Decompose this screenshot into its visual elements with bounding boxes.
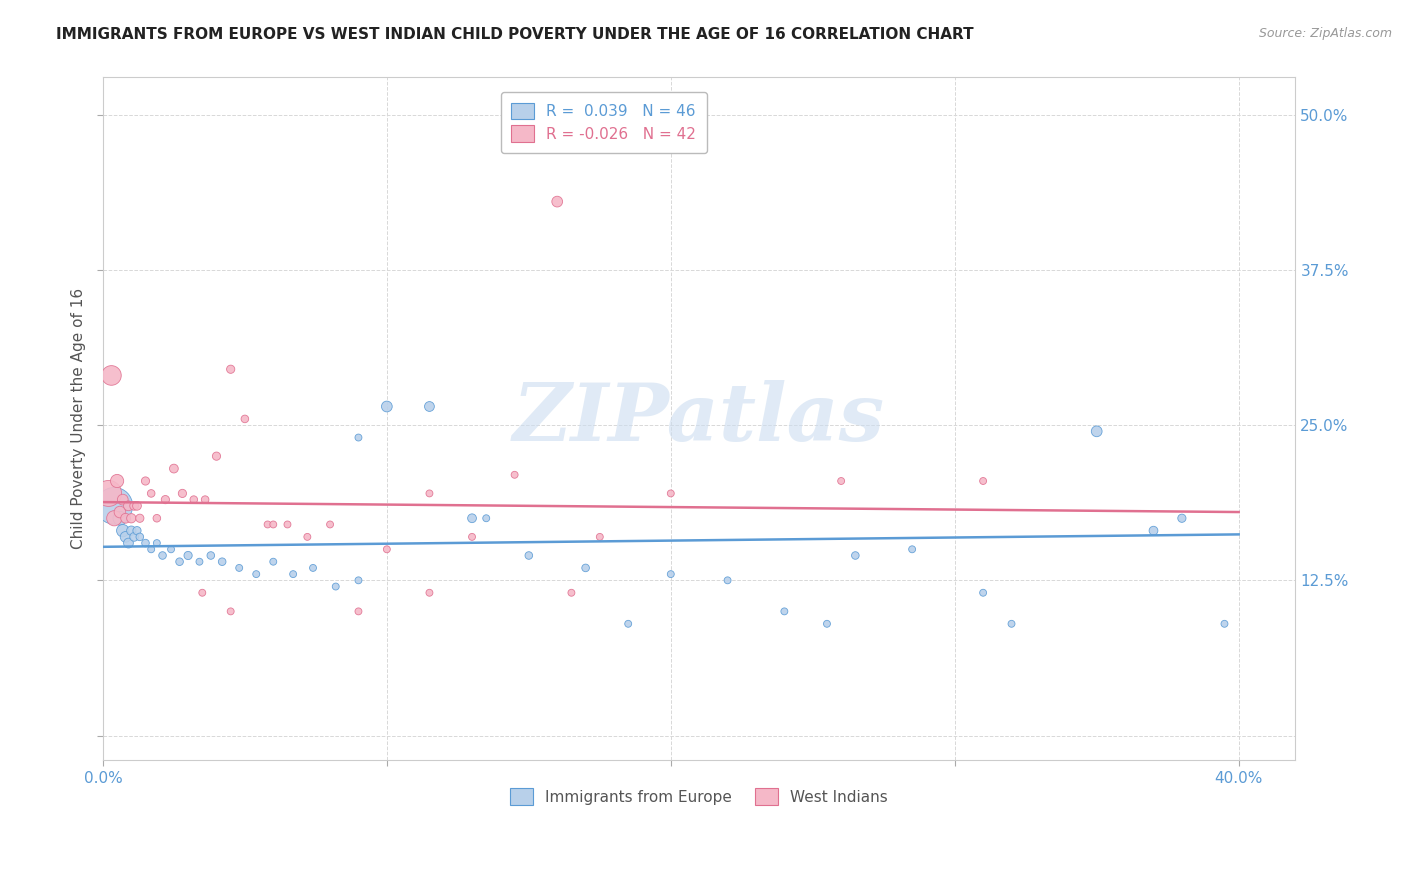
Point: [177, 549, 200, 563]
Point: [262, 517, 284, 532]
Point: [461, 530, 484, 544]
Point: [325, 580, 347, 594]
Point: [108, 505, 131, 519]
Point: [1171, 511, 1194, 525]
Point: [141, 542, 163, 557]
Point: [262, 555, 284, 569]
Text: Source: ZipAtlas.com: Source: ZipAtlas.com: [1258, 27, 1392, 40]
Point: [152, 549, 174, 563]
Point: [716, 574, 738, 588]
Point: [560, 586, 582, 600]
Point: [972, 474, 994, 488]
Point: [418, 400, 440, 414]
Point: [134, 474, 156, 488]
Text: IMMIGRANTS FROM EUROPE VS WEST INDIAN CHILD POVERTY UNDER THE AGE OF 16 CORRELAT: IMMIGRANTS FROM EUROPE VS WEST INDIAN CH…: [56, 27, 974, 42]
Point: [276, 517, 298, 532]
Point: [141, 486, 163, 500]
Point: [972, 586, 994, 600]
Point: [108, 511, 131, 525]
Point: [125, 499, 148, 513]
Point: [128, 530, 150, 544]
Point: [815, 616, 838, 631]
Point: [233, 412, 256, 426]
Point: [347, 431, 370, 445]
Point: [172, 486, 194, 500]
Point: [659, 486, 682, 500]
Point: [503, 467, 526, 482]
Point: [256, 517, 278, 532]
Point: [191, 586, 214, 600]
Point: [517, 549, 540, 563]
Point: [103, 499, 125, 513]
Point: [117, 536, 139, 550]
Point: [120, 524, 142, 538]
Point: [205, 449, 228, 463]
Point: [302, 561, 325, 575]
Point: [120, 511, 142, 525]
Point: [347, 574, 370, 588]
Point: [200, 549, 222, 563]
Point: [194, 492, 217, 507]
Point: [830, 474, 852, 488]
Point: [100, 368, 122, 383]
Point: [211, 555, 233, 569]
Point: [375, 400, 398, 414]
Point: [773, 604, 796, 618]
Point: [146, 511, 169, 525]
Point: [103, 511, 125, 525]
Point: [475, 511, 498, 525]
Legend: Immigrants from Europe, West Indians: Immigrants from Europe, West Indians: [501, 780, 897, 814]
Point: [844, 549, 866, 563]
Point: [281, 567, 304, 582]
Point: [183, 492, 205, 507]
Point: [114, 530, 136, 544]
Point: [375, 542, 398, 557]
Point: [163, 461, 186, 475]
Point: [105, 474, 128, 488]
Point: [134, 536, 156, 550]
Point: [575, 561, 598, 575]
Point: [319, 517, 342, 532]
Point: [97, 486, 120, 500]
Point: [155, 492, 177, 507]
Point: [1213, 616, 1236, 631]
Point: [219, 362, 242, 376]
Point: [1142, 524, 1164, 538]
Point: [659, 567, 682, 582]
Point: [546, 194, 568, 209]
Point: [589, 530, 612, 544]
Point: [245, 567, 267, 582]
Point: [228, 561, 250, 575]
Point: [1085, 425, 1108, 439]
Point: [169, 555, 191, 569]
Point: [111, 492, 134, 507]
Point: [114, 511, 136, 525]
Y-axis label: Child Poverty Under the Age of 16: Child Poverty Under the Age of 16: [72, 288, 86, 549]
Point: [297, 530, 319, 544]
Point: [418, 586, 440, 600]
Point: [617, 616, 640, 631]
Point: [461, 511, 484, 525]
Point: [347, 604, 370, 618]
Point: [219, 604, 242, 618]
Point: [1000, 616, 1022, 631]
Text: ZIPatlas: ZIPatlas: [513, 380, 886, 458]
Point: [122, 530, 145, 544]
Point: [128, 511, 150, 525]
Point: [122, 499, 145, 513]
Point: [146, 536, 169, 550]
Point: [117, 499, 139, 513]
Point: [188, 555, 211, 569]
Point: [125, 524, 148, 538]
Point: [160, 542, 183, 557]
Point: [901, 542, 924, 557]
Point: [418, 486, 440, 500]
Point: [111, 524, 134, 538]
